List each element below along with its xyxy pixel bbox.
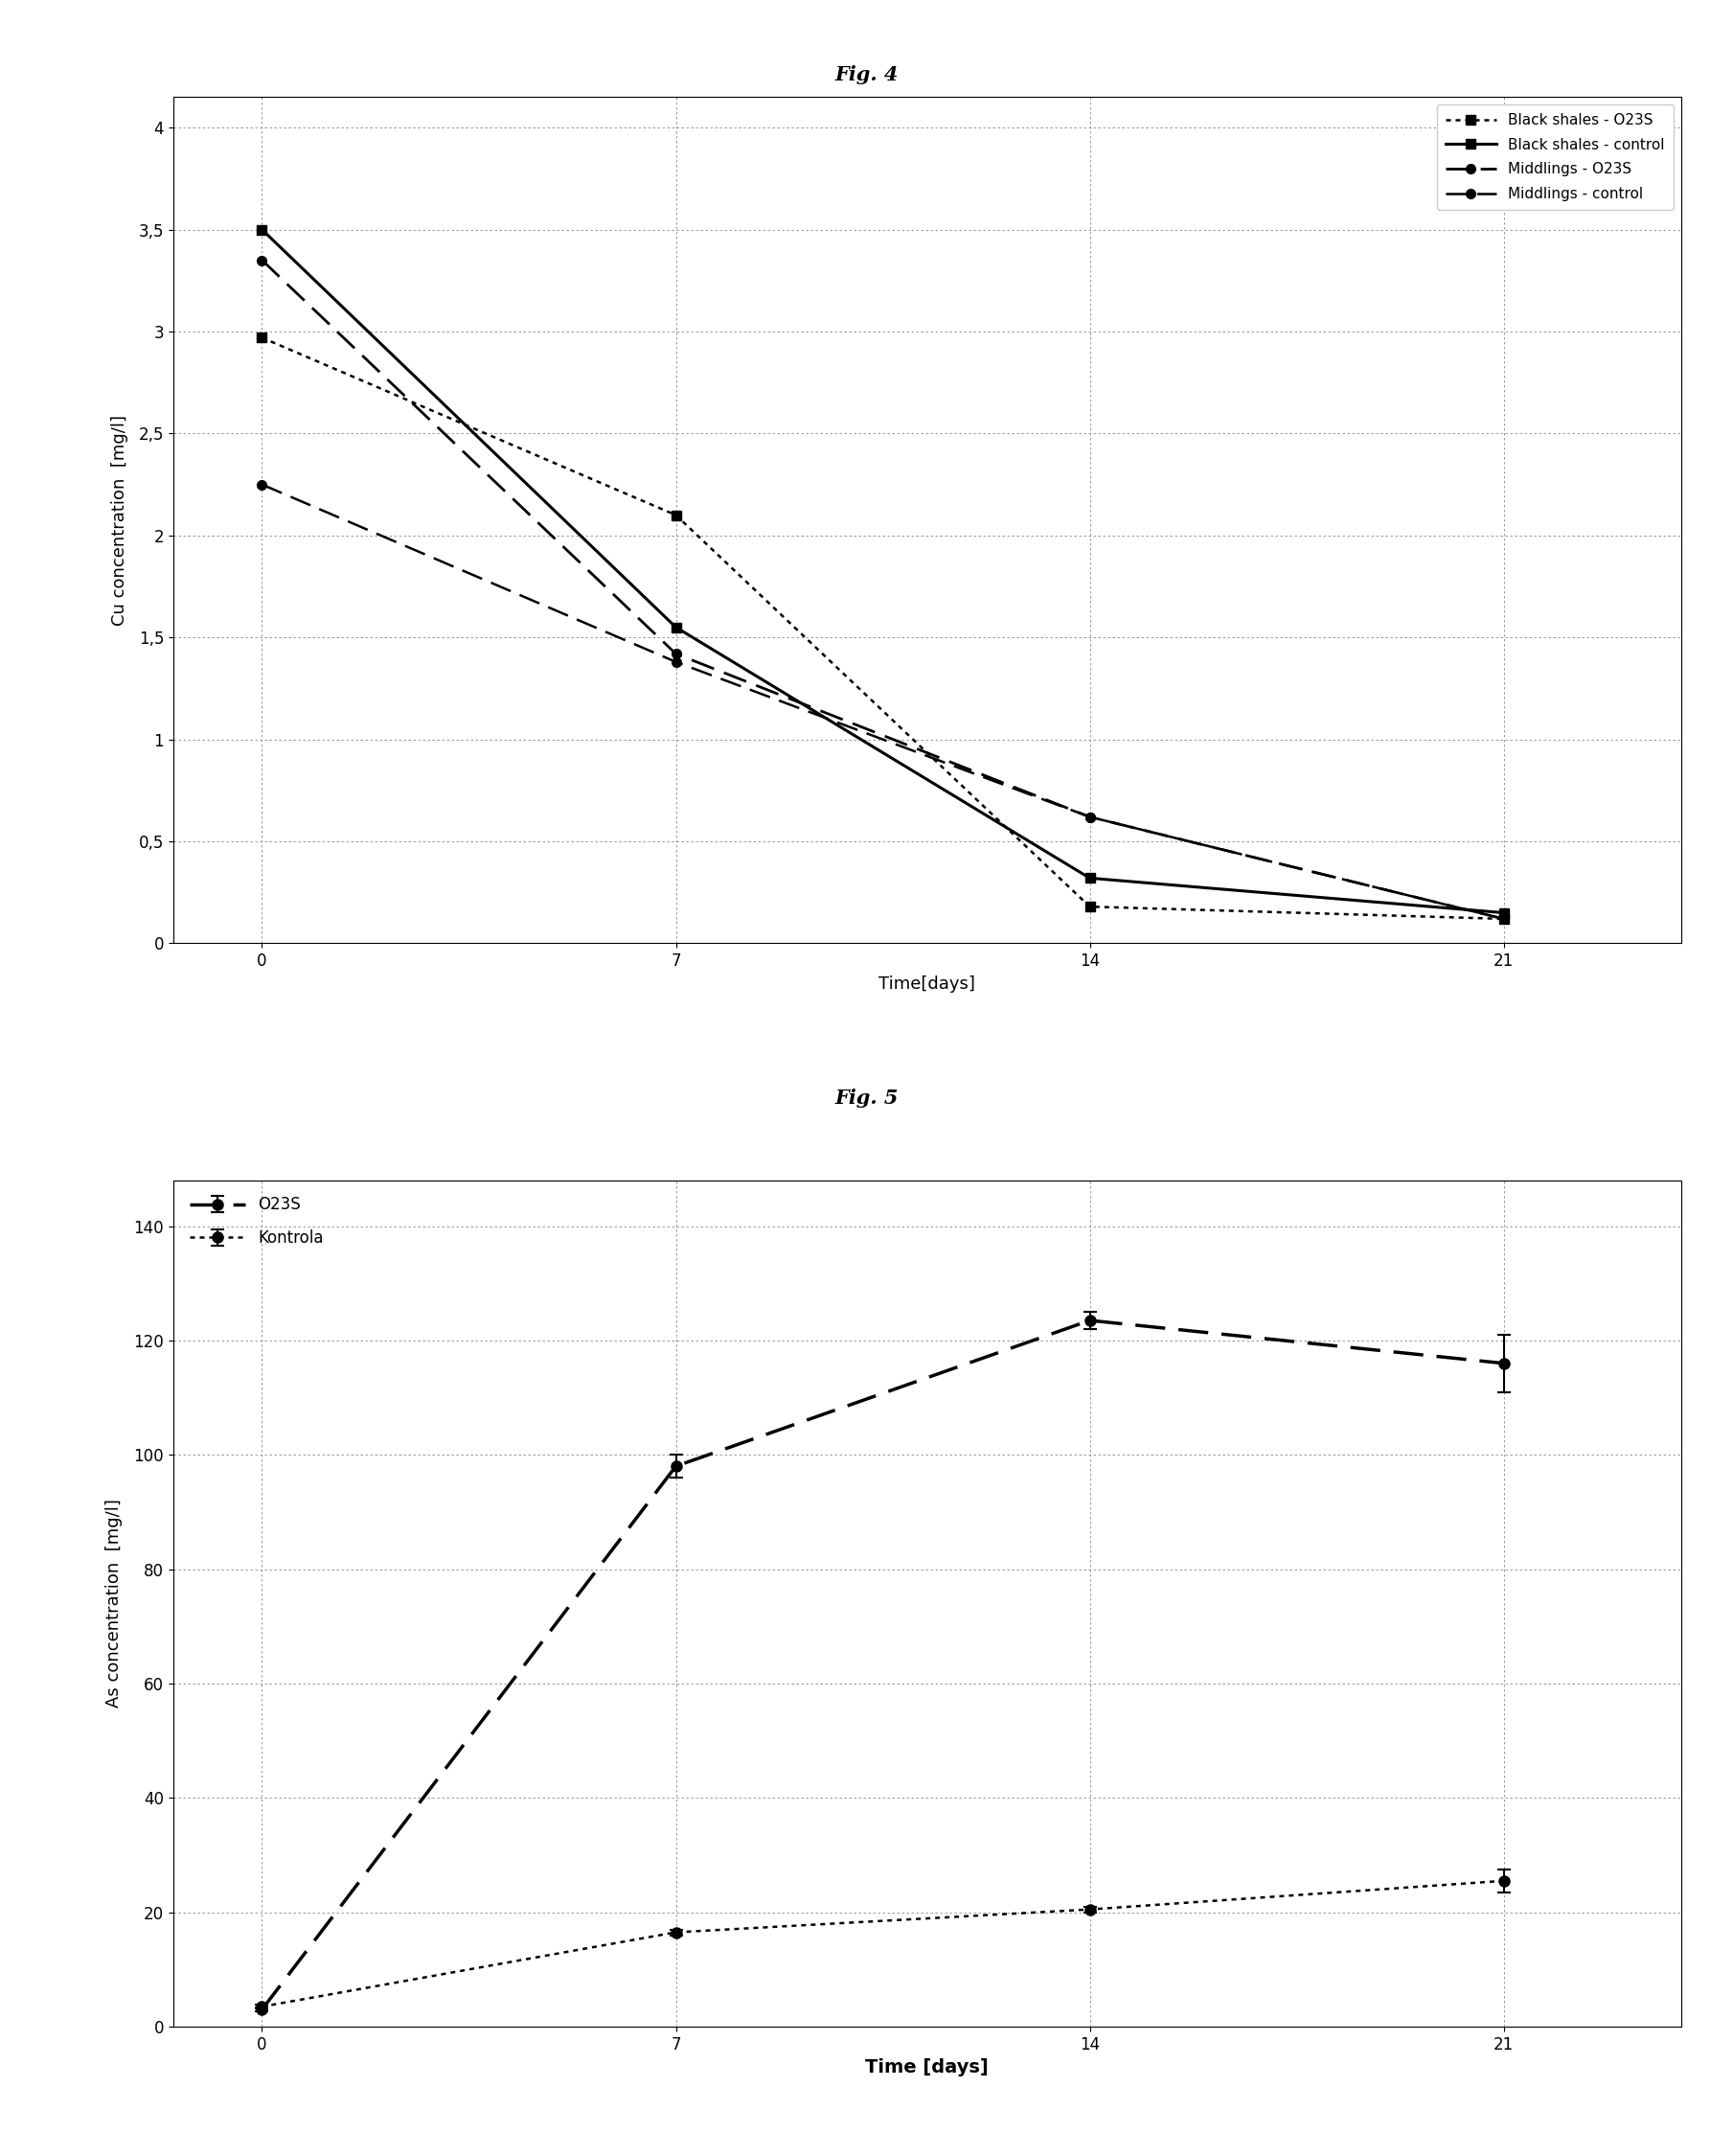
- Middlings - O23S: [665, 640, 686, 666]
- Legend: Black shales - O23S, Black shales - control, Middlings - O23S, Middlings - contr: Black shales - O23S, Black shales - cont…: [1437, 103, 1674, 209]
- X-axis label: Time[days]: Time[days]: [879, 975, 976, 992]
- Black shales - control: [1494, 899, 1515, 925]
- Black shales - control: [251, 216, 272, 241]
- Black shales - O23S: [665, 502, 686, 528]
- Black shales - control: [1080, 865, 1100, 890]
- Middlings - control: [1080, 804, 1100, 830]
- Line: Middlings - control: Middlings - control: [256, 481, 1508, 923]
- Middlings - O23S: [251, 248, 272, 274]
- Middlings - control: [251, 472, 272, 498]
- Text: Fig. 4: Fig. 4: [835, 65, 898, 84]
- Text: Fig. 5: Fig. 5: [835, 1089, 898, 1108]
- X-axis label: Time [days]: Time [days]: [865, 2059, 990, 2076]
- Black shales - control: [665, 614, 686, 640]
- Middlings - control: [665, 649, 686, 675]
- Black shales - O23S: [1080, 895, 1100, 921]
- Middlings - O23S: [1080, 804, 1100, 830]
- Line: Middlings - O23S: Middlings - O23S: [256, 257, 1508, 923]
- Line: Black shales - control: Black shales - control: [256, 224, 1508, 918]
- Middlings - O23S: [1494, 906, 1515, 931]
- Black shales - O23S: [1494, 906, 1515, 931]
- Black shales - O23S: [251, 326, 272, 351]
- Y-axis label: As concentration  [mg/l]: As concentration [mg/l]: [106, 1498, 123, 1708]
- Legend: O23S, Kontrola: O23S, Kontrola: [182, 1188, 331, 1255]
- Y-axis label: Cu concentration  [mg/l]: Cu concentration [mg/l]: [111, 414, 128, 625]
- Middlings - control: [1494, 906, 1515, 931]
- Line: Black shales - O23S: Black shales - O23S: [256, 332, 1508, 923]
